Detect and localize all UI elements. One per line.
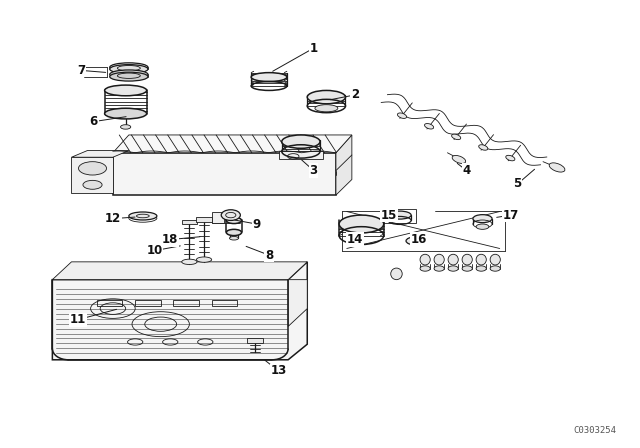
Ellipse shape [479,145,488,150]
Polygon shape [113,135,352,153]
Ellipse shape [282,135,320,148]
Polygon shape [247,338,262,343]
Text: 7: 7 [77,64,85,77]
Ellipse shape [104,108,147,119]
Text: 1: 1 [310,42,317,55]
Polygon shape [196,217,212,222]
Ellipse shape [506,155,515,161]
Text: 8: 8 [265,249,273,262]
Ellipse shape [452,134,461,140]
Ellipse shape [476,266,486,271]
Text: 4: 4 [463,164,470,177]
Ellipse shape [129,212,157,220]
Text: 9: 9 [252,217,260,231]
Ellipse shape [120,125,131,129]
Ellipse shape [109,70,148,79]
Ellipse shape [251,73,287,82]
Ellipse shape [230,237,239,240]
Text: 13: 13 [271,364,287,377]
Ellipse shape [424,124,434,129]
Ellipse shape [397,113,406,118]
Polygon shape [288,280,307,327]
Ellipse shape [182,259,197,264]
Ellipse shape [448,266,458,271]
Ellipse shape [79,162,106,175]
Ellipse shape [109,65,148,73]
Text: 5: 5 [513,177,522,190]
Ellipse shape [452,155,466,164]
Ellipse shape [109,72,148,81]
Ellipse shape [490,266,500,271]
Text: 15: 15 [381,209,397,222]
Text: 12: 12 [105,212,121,225]
Text: 18: 18 [162,233,179,246]
Text: 3: 3 [310,164,317,177]
Polygon shape [52,262,307,280]
Polygon shape [336,135,352,195]
Ellipse shape [109,63,148,72]
Ellipse shape [434,254,444,265]
Ellipse shape [307,90,346,104]
Ellipse shape [420,266,430,271]
Ellipse shape [434,266,444,271]
Ellipse shape [420,254,430,265]
Ellipse shape [227,229,242,236]
Ellipse shape [462,266,472,271]
Ellipse shape [476,224,489,229]
Polygon shape [182,220,197,224]
Text: 2: 2 [351,88,359,101]
Ellipse shape [196,257,212,262]
Ellipse shape [490,254,500,265]
Ellipse shape [391,268,402,280]
Ellipse shape [549,163,565,172]
Ellipse shape [227,217,242,224]
Text: 11: 11 [70,313,86,326]
Text: C0303254: C0303254 [573,426,616,435]
Polygon shape [72,157,113,193]
Ellipse shape [315,105,338,112]
Ellipse shape [406,237,425,245]
Ellipse shape [476,254,486,265]
Text: 16: 16 [411,233,427,246]
Polygon shape [113,153,336,195]
Polygon shape [212,211,225,223]
Polygon shape [72,151,129,157]
Ellipse shape [473,215,492,223]
Polygon shape [52,262,307,360]
Text: 17: 17 [503,209,519,222]
Ellipse shape [448,254,458,265]
Polygon shape [278,151,323,159]
Ellipse shape [339,215,384,233]
Ellipse shape [221,210,241,220]
Text: 6: 6 [90,115,98,128]
Text: 14: 14 [347,233,364,246]
Text: 10: 10 [146,244,163,257]
Ellipse shape [388,211,411,219]
Ellipse shape [104,85,147,96]
Ellipse shape [83,181,102,189]
Ellipse shape [462,254,472,265]
